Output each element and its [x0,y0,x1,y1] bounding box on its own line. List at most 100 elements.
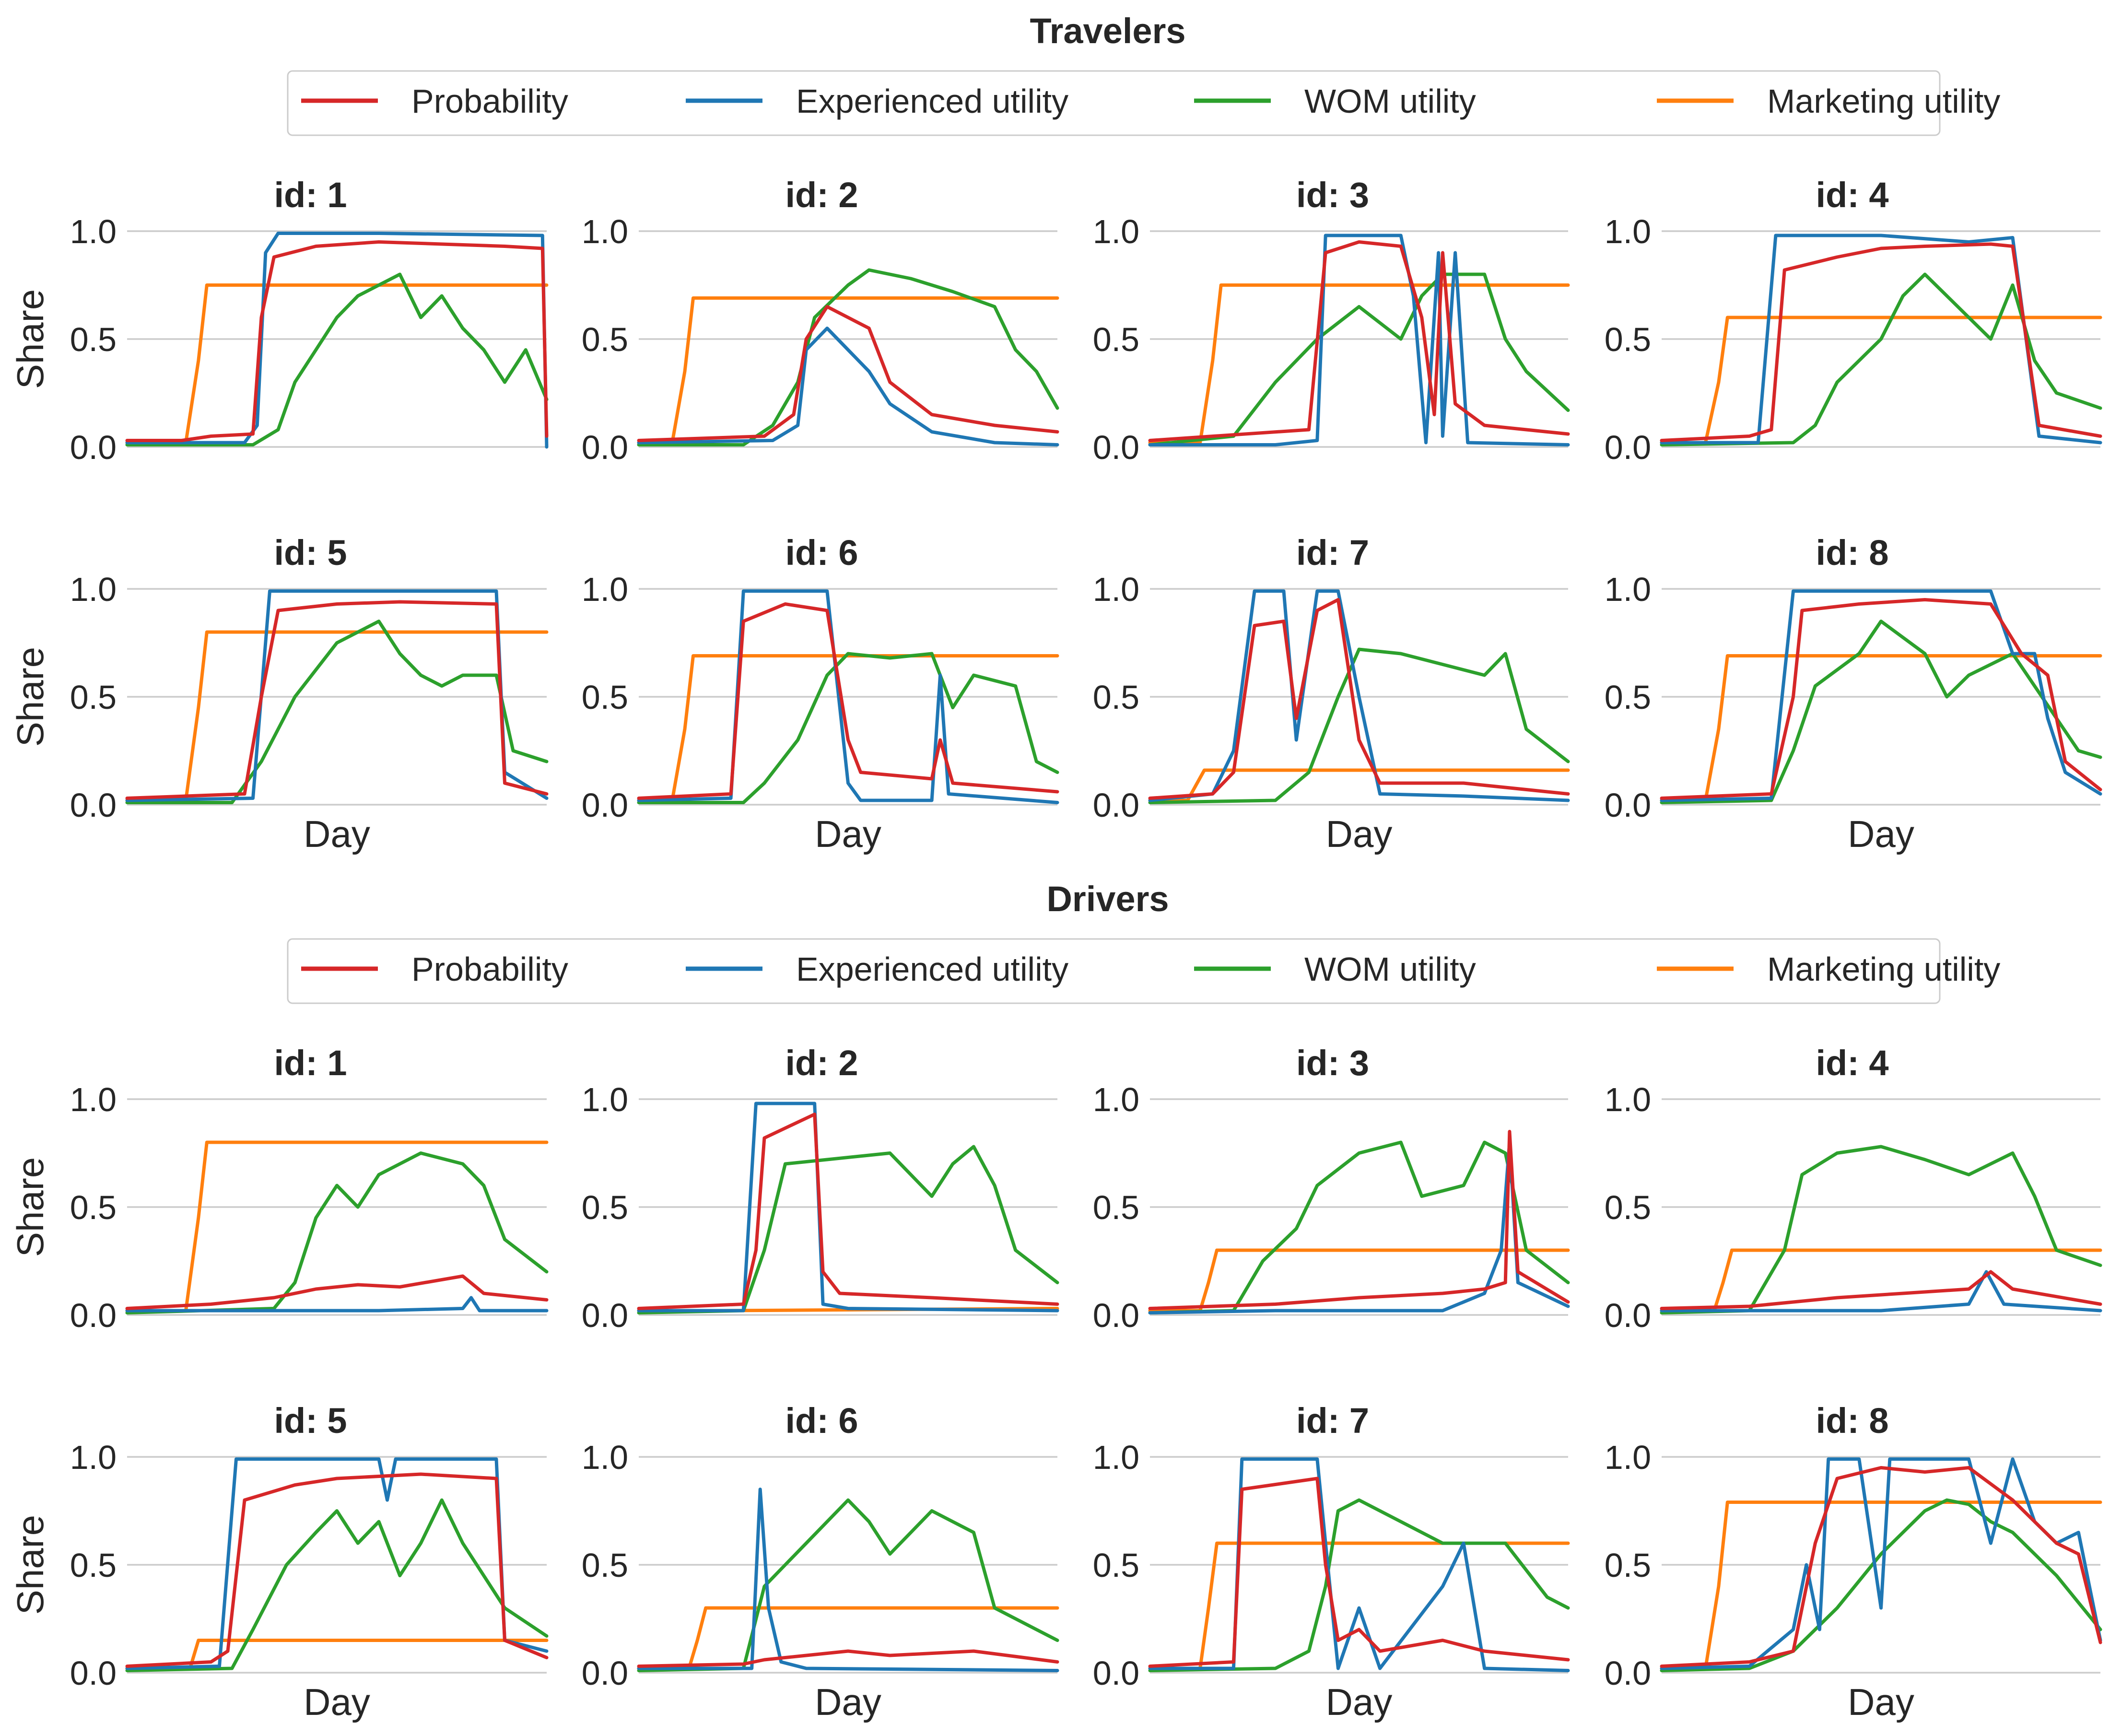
panel-title: id: 3 [1296,1043,1369,1083]
series-line-wom-utility [1148,1498,1570,1672]
series-line-probability [125,1274,549,1310]
x-axis-label: Day [1326,813,1393,855]
y-tick-label: 1.0 [582,1081,628,1118]
y-tick-label: 0.5 [1605,1547,1651,1584]
legend-entry: Experienced utility [796,82,1068,120]
y-tick-label: 0.0 [1605,429,1651,466]
panel-title: id: 5 [274,1401,347,1441]
series-line-experienced-utility [1660,589,2102,802]
series-line-marketing-utility [1148,768,1570,802]
y-tick-label: 1.0 [1605,1081,1651,1118]
section-title: Drivers [1046,879,1169,919]
y-tick-label: 1.0 [70,571,117,608]
series-line-experienced-utility [1660,1270,2102,1313]
panel-3: 0.0 0.5 1.0 id: 3 [1093,1043,1570,1334]
panel-6: 0.0 0.5 1.0 id: 6 Day [582,533,1059,855]
x-axis-label: Day [815,1681,881,1723]
panel-title: id: 8 [1816,533,1888,573]
series-line-wom-utility [1148,272,1570,446]
y-tick-label: 0.5 [1093,679,1139,716]
panel-5: 0.0 0.5 1.0 id: 5 Share Day [9,1401,549,1723]
series-line-probability [1148,598,1570,800]
section-travelers: Travelers Probability Experienced utility W… [9,11,2102,855]
series-line-wom-utility [125,1151,549,1314]
y-tick-label: 0.0 [70,1297,117,1334]
series-line-marketing-utility [125,630,549,802]
series-line-marketing-utility [1660,654,2102,802]
legend-entry: WOM utility [1304,82,1476,120]
panel-8: 0.0 0.5 1.0 id: 8 Day [1605,533,2102,855]
y-tick-label: 1.0 [1093,213,1139,250]
y-axis-label: Share [9,1157,51,1257]
y-tick-label: 0.5 [582,1547,628,1584]
y-tick-label: 1.0 [70,1081,117,1118]
panel-title: id: 1 [274,175,347,215]
y-tick-label: 0.0 [1605,1297,1651,1334]
panel-title: id: 6 [785,533,858,573]
series-line-probability [1660,598,2102,800]
y-tick-label: 0.0 [582,1654,628,1692]
legend-entry: Marketing utility [1767,950,2000,988]
y-tick-label: 0.5 [582,1189,628,1226]
y-tick-label: 0.0 [582,1297,628,1334]
y-tick-label: 0.5 [70,679,117,716]
panel-2: 0.0 0.5 1.0 id: 2 [582,175,1059,466]
series-line-probability [125,240,549,442]
y-tick-label: 1.0 [70,213,117,250]
panel-title: id: 2 [785,175,858,215]
series-line-probability [637,1113,1059,1310]
series-line-experienced-utility [125,232,549,449]
series-line-experienced-utility [1148,234,1570,446]
y-axis-label: Share [9,647,51,747]
panel-8: 0.0 0.5 1.0 id: 8 Day [1605,1401,2102,1723]
y-tick-label: 0.5 [1093,321,1139,358]
legend-box [287,938,1941,1004]
series-line-wom-utility [637,652,1059,804]
y-tick-label: 0.5 [1605,1189,1651,1226]
series-line-probability [637,602,1059,800]
series-line-marketing-utility [637,296,1059,445]
y-tick-label: 1.0 [1605,1439,1651,1476]
series-line-experienced-utility [125,1296,549,1313]
panel-6: 0.0 0.5 1.0 id: 6 Day [582,1401,1059,1723]
panel-title: id: 4 [1816,1043,1888,1083]
series-line-marketing-utility [1660,1248,2102,1313]
series-line-experienced-utility [125,1457,549,1670]
series-line-probability [125,600,549,800]
series-line-experienced-utility [125,589,549,802]
legend-box [287,70,1941,136]
y-tick-label: 0.0 [1093,1654,1139,1692]
panel-3: 0.0 0.5 1.0 id: 3 [1093,175,1570,466]
series-line-probability [1660,1466,2102,1668]
section-title: Travelers [1030,11,1185,51]
y-tick-label: 0.0 [1093,786,1139,824]
y-tick-label: 0.0 [1093,429,1139,466]
series-line-wom-utility [125,1498,549,1672]
y-tick-label: 1.0 [1093,1081,1139,1118]
legend-entry: Probability [411,950,568,988]
panel-4: 0.0 0.5 1.0 id: 4 [1605,1043,2102,1334]
series-line-probability [1660,242,2102,442]
y-axis-label: Share [9,1515,51,1615]
panel-title: id: 7 [1296,533,1369,573]
y-tick-label: 1.0 [1605,213,1651,250]
x-axis-label: Day [815,813,881,855]
y-axis-label: Share [9,289,51,389]
panel-2: 0.0 0.5 1.0 id: 2 [582,1043,1059,1334]
y-tick-label: 0.5 [582,679,628,716]
y-tick-label: 0.5 [70,1189,117,1226]
y-tick-label: 0.5 [1605,321,1651,358]
y-tick-label: 1.0 [582,571,628,608]
panel-1: 0.0 0.5 1.0 id: 1 Share [9,1043,549,1334]
y-tick-label: 0.5 [70,321,117,358]
x-axis-label: Day [304,813,370,855]
series-line-experienced-utility [637,1488,1059,1672]
panel-title: id: 7 [1296,1401,1369,1441]
series-line-wom-utility [125,620,549,804]
panel-1: 0.0 0.5 1.0 id: 1 Share [9,175,549,466]
x-axis-label: Day [1848,1681,1914,1723]
y-tick-label: 1.0 [582,1439,628,1476]
series-line-probability [1148,1130,1570,1310]
y-tick-label: 0.5 [582,321,628,358]
series-line-probability [1660,1270,2102,1310]
